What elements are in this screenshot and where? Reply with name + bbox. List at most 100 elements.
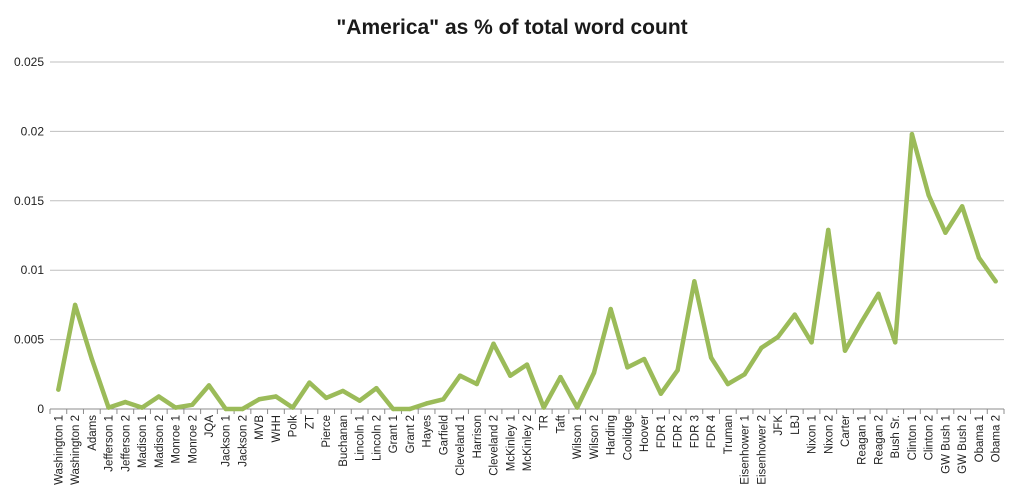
data-point [156, 394, 161, 399]
x-tick-label: Polk [288, 415, 300, 438]
data-point [257, 397, 262, 402]
x-tick-label: Buchanan [338, 415, 350, 467]
data-point [72, 302, 78, 308]
x-tick-label: LBJ [790, 415, 802, 435]
x-tick-label: Bush Sr. [890, 415, 902, 458]
x-tick-label: Lincoln 2 [371, 415, 383, 461]
y-tick-label: 0.015 [14, 194, 44, 208]
x-tick-label: GW Bush 1 [940, 415, 952, 474]
data-point [809, 340, 814, 345]
data-point [558, 374, 563, 380]
data-point [139, 405, 145, 410]
series-layer [56, 131, 998, 412]
x-tick-label: Reagan 1 [857, 415, 869, 465]
data-point [206, 383, 212, 388]
data-point [106, 405, 111, 410]
x-tick-label: Eisenhower 2 [756, 415, 768, 485]
data-point [943, 230, 948, 235]
x-tick-label: Clinton 2 [924, 415, 936, 460]
x-tick-label: Coolidge [622, 415, 634, 460]
x-tick-label: ZT [304, 415, 316, 429]
data-point [692, 279, 697, 284]
data-point [123, 399, 128, 405]
x-tick-label: Nixon 1 [807, 415, 819, 454]
data-point [357, 398, 362, 403]
x-tick-label: JFK [773, 415, 785, 436]
x-tick-label: Jackson 2 [237, 415, 249, 467]
data-point [976, 255, 982, 260]
x-tick-label: Nixon 2 [823, 415, 835, 454]
data-point [290, 405, 295, 410]
x-tick-label: FDR 4 [706, 414, 718, 448]
x-tick-label: Hoover [639, 415, 651, 452]
x-tick-label: Madison 1 [137, 415, 149, 468]
data-point [89, 356, 95, 362]
x-tick-label: Grant 2 [405, 415, 417, 453]
x-tick-label: WHH [271, 415, 283, 442]
data-point [826, 227, 831, 233]
data-point [625, 365, 630, 370]
x-tick-label: Jackson 1 [221, 415, 233, 467]
x-tick-label: Carter [840, 415, 852, 447]
data-point [658, 391, 664, 396]
data-point [524, 362, 530, 367]
x-tick-label: Hayes [422, 415, 434, 448]
data-point [959, 204, 965, 209]
data-point [608, 306, 613, 312]
data-point [641, 356, 647, 362]
data-point [56, 387, 61, 392]
x-tick-label: Taft [555, 414, 567, 433]
x-tick-label: McKinley 2 [522, 415, 534, 471]
data-point [876, 291, 881, 296]
x-tick-label: GW Bush 2 [957, 415, 969, 474]
x-tick-label: Harding [606, 415, 618, 455]
x-tick-label: Cleveland 1 [455, 415, 467, 476]
y-tick-label: 0 [37, 402, 44, 416]
data-point [323, 395, 329, 401]
data-point [893, 340, 898, 345]
data-point [993, 279, 998, 284]
data-point [909, 131, 915, 137]
data-point [792, 312, 797, 317]
x-tick-label: Madison 2 [154, 415, 166, 468]
data-point [190, 402, 195, 408]
data-point [474, 381, 479, 387]
data-point [491, 341, 496, 346]
data-point [775, 334, 781, 340]
data-point [675, 367, 680, 373]
y-tick-label: 0.025 [14, 55, 44, 69]
x-tick-label: McKinley 1 [505, 415, 517, 471]
x-tick-label: Jefferson 2 [120, 415, 132, 472]
data-point [424, 401, 429, 406]
y-tick-label: 0.01 [21, 263, 45, 277]
chart-title: "America" as % of total word count [336, 16, 688, 39]
data-point [759, 345, 764, 351]
x-tick-label: Washington 2 [70, 415, 82, 485]
series-line [56, 131, 998, 412]
y-tick-label: 0.005 [14, 333, 44, 347]
data-point [508, 373, 513, 378]
x-tick-label: FDR 2 [673, 415, 685, 448]
x-tick-label: Cleveland 2 [489, 415, 501, 476]
x-tick-label: FDR 3 [689, 415, 701, 448]
x-tick-label: Eisenhower 1 [740, 415, 752, 485]
x-tick-label: Clinton 1 [907, 415, 919, 460]
data-point [223, 406, 228, 412]
x-tick-label: JQA [204, 415, 216, 438]
data-point [240, 406, 245, 412]
x-tick-label: Obama 2 [991, 415, 1003, 462]
x-tick-label: Washington 1 [53, 415, 65, 485]
x-tick-label: Pierce [321, 415, 333, 448]
x-tick-label: Monroe 1 [171, 415, 183, 464]
x-tick-label: Wilson 2 [589, 415, 601, 459]
data-point [926, 193, 931, 198]
x-tick-label: MVB [254, 415, 266, 440]
y-axis-ticks: 0 0.005 0.01 0.015 0.02 0.025 [14, 55, 44, 416]
x-tick-label: Grant 1 [388, 415, 400, 453]
x-tick-label: Wilson 1 [572, 415, 584, 459]
x-tick-label: Garfield [438, 415, 450, 455]
x-tick-label: Monroe 2 [187, 415, 199, 464]
data-point [457, 373, 463, 378]
x-tick-label: Obama 1 [974, 415, 986, 462]
